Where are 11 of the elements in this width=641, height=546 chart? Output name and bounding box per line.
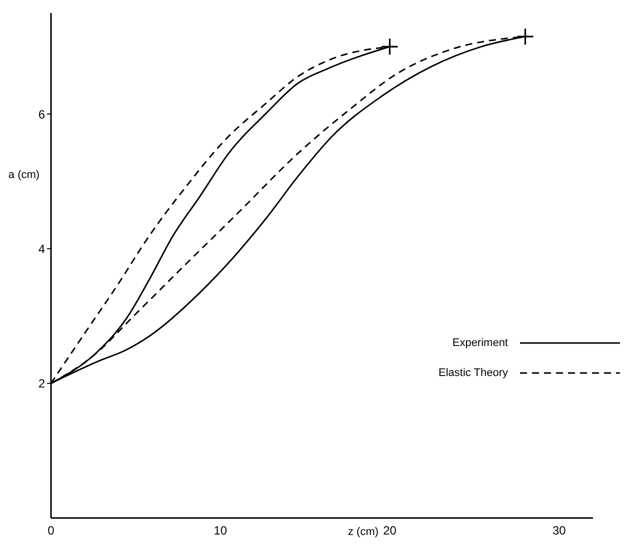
text: Experiment (451, 337, 508, 349)
text: Elastic Theory (438, 367, 508, 379)
y-tick-label: 2 (38, 376, 46, 391)
y-tick-label: 6 (38, 107, 46, 122)
y-tick-label: 4 (38, 242, 46, 256)
x-tick-label: 30 (552, 524, 566, 538)
x-tick-label: 0 (48, 524, 55, 538)
x-tick-label: 20 (383, 524, 397, 538)
x-tick-label: 10 (214, 524, 228, 538)
y-axis-title: a (cm) (8, 168, 40, 182)
x-axis-title: z (cm) (348, 526, 379, 538)
